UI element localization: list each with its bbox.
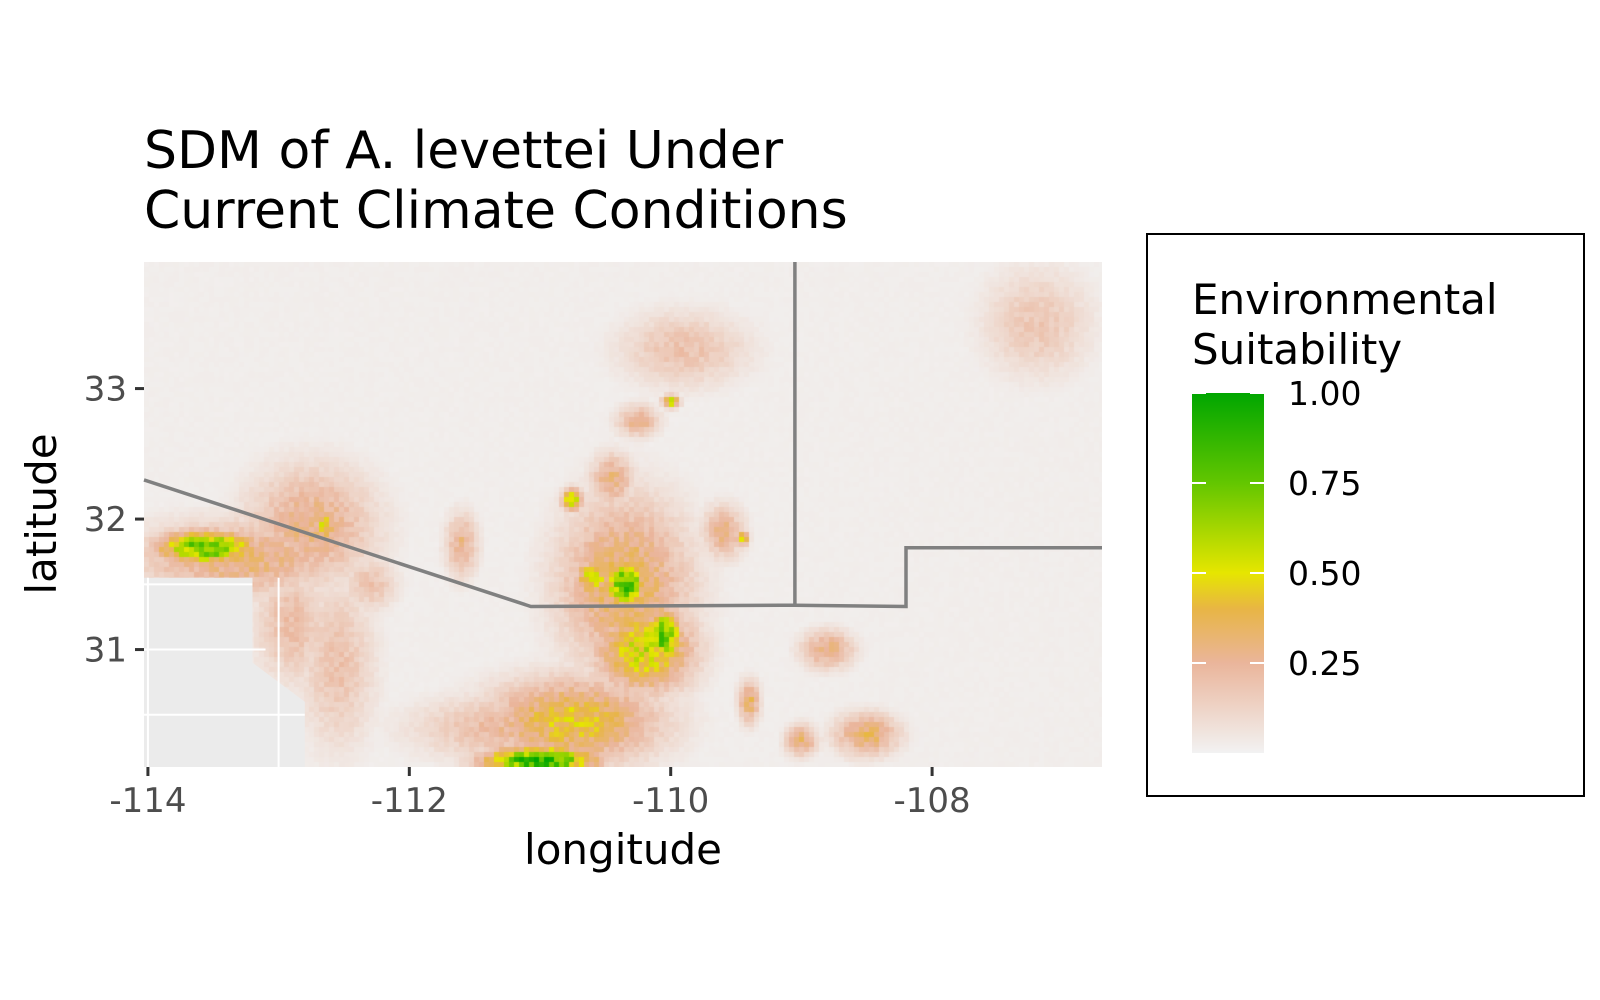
unmodeled-area bbox=[144, 577, 305, 767]
x-tick-label: -112 bbox=[371, 781, 448, 821]
legend-title-line-2: Suitability bbox=[1192, 325, 1402, 374]
y-axis: 33 32 31 bbox=[84, 370, 144, 671]
y-tick-label: 31 bbox=[84, 631, 127, 671]
x-tick-label: -114 bbox=[109, 781, 186, 821]
legend-break-label: 0.25 bbox=[1288, 644, 1361, 683]
legend-break-label: 0.75 bbox=[1288, 464, 1361, 503]
x-axis-title: longitude bbox=[524, 825, 722, 874]
suitability-raster-container bbox=[144, 262, 1102, 767]
legend-break-label: 0.50 bbox=[1288, 554, 1361, 593]
suitability-raster bbox=[144, 262, 1102, 767]
legend-break-label: 1.00 bbox=[1288, 374, 1361, 413]
map-panel bbox=[143, 262, 1102, 767]
chart-title-line-1: SDM of A. levettei Under bbox=[144, 121, 784, 181]
x-axis: -114 -112 -110 -108 bbox=[109, 767, 971, 821]
x-tick-label: -110 bbox=[632, 781, 709, 821]
x-tick-label: -108 bbox=[894, 781, 971, 821]
y-axis-title: latitude bbox=[17, 433, 66, 594]
boundary-line bbox=[143, 478, 1102, 609]
y-tick-label: 32 bbox=[84, 500, 127, 540]
legend-title-line-1: Environmental bbox=[1192, 275, 1498, 324]
chart-title-line-2: Current Climate Conditions bbox=[144, 181, 848, 241]
legend-ticks: 1.00 0.75 0.50 0.25 bbox=[1192, 374, 1361, 683]
y-tick-label: 33 bbox=[84, 370, 127, 410]
state-boundaries bbox=[143, 262, 1102, 609]
unmodeled-area-shape bbox=[144, 577, 305, 767]
legend: Environmental Suitability 1.00 0.75 0.50 0.… bbox=[1146, 233, 1585, 797]
